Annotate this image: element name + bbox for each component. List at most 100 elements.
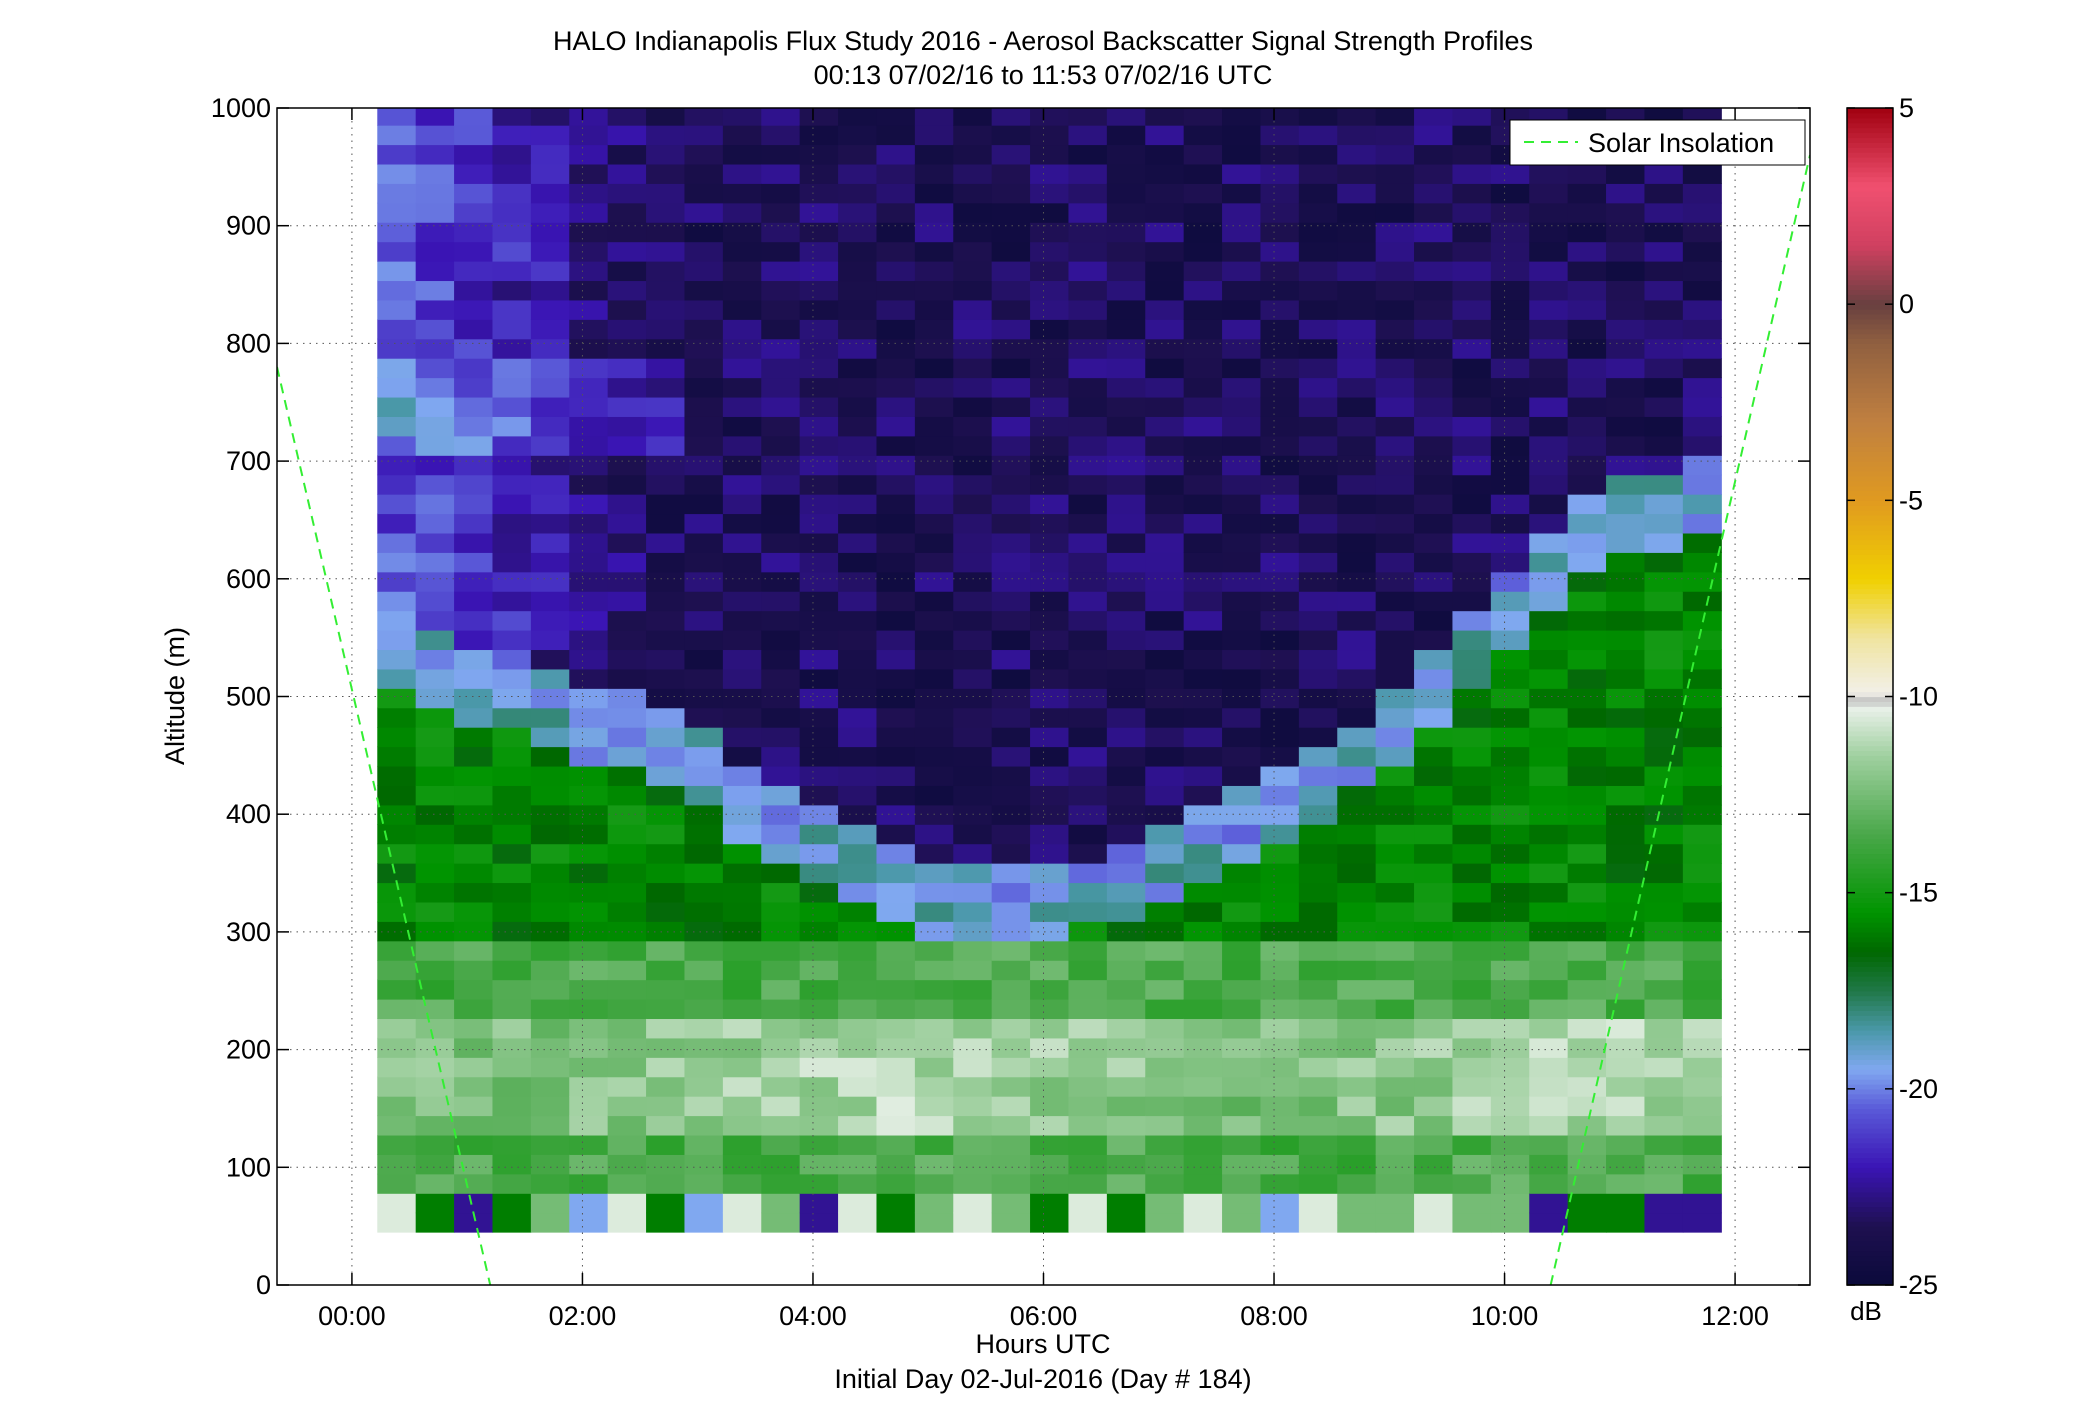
heatmap-cell	[722, 571, 762, 592]
heatmap-cell	[569, 940, 609, 961]
heatmap-cell	[454, 299, 494, 320]
heatmap-cell	[1567, 377, 1607, 398]
heatmap-cell	[1145, 630, 1185, 651]
heatmap-cell	[1606, 163, 1646, 184]
heatmap-cell	[914, 727, 954, 748]
heatmap-cell	[454, 125, 494, 146]
heatmap-cell	[684, 960, 724, 981]
heatmap-cell	[1260, 882, 1300, 903]
heatmap-cell	[569, 1154, 609, 1175]
heatmap-cell	[1106, 494, 1146, 515]
heatmap-cell	[1030, 280, 1070, 301]
heatmap-cell	[722, 1096, 762, 1117]
colorbar-segment	[1847, 824, 1893, 830]
heatmap-cell	[1106, 319, 1146, 340]
heatmap-cell	[1260, 649, 1300, 670]
heatmap-cell	[492, 358, 532, 379]
heatmap-cell	[1030, 163, 1070, 184]
heatmap-cell	[1452, 921, 1492, 942]
heatmap-cell	[1222, 979, 1262, 1000]
heatmap-cell	[1452, 494, 1492, 515]
heatmap-cell	[799, 785, 839, 806]
heatmap-cell	[415, 746, 455, 767]
heatmap-cell	[1567, 494, 1607, 515]
heatmap-cell	[722, 1173, 762, 1194]
heatmap-cell	[1452, 455, 1492, 476]
heatmap-cell	[1375, 416, 1415, 437]
heatmap-cell	[722, 552, 762, 573]
heatmap-cell	[1030, 668, 1070, 689]
colorbar-segment	[1847, 171, 1893, 178]
heatmap-cell	[1298, 222, 1338, 243]
heatmap-cell	[953, 494, 993, 515]
heatmap-cell	[1606, 707, 1646, 728]
colorbar-segment	[1847, 588, 1893, 595]
heatmap-cell	[1260, 1173, 1300, 1194]
heatmap-cell	[454, 571, 494, 592]
heatmap-cell	[1145, 338, 1185, 359]
heatmap-cell	[953, 630, 993, 651]
heatmap-cell	[799, 1154, 839, 1175]
heatmap-cell	[684, 649, 724, 670]
heatmap-cell	[722, 960, 762, 981]
heatmap-cell	[1529, 960, 1569, 981]
heatmap-cell	[1298, 668, 1338, 689]
heatmap-cell	[684, 319, 724, 340]
heatmap-cell	[530, 261, 570, 282]
heatmap-cell	[1682, 532, 1722, 553]
heatmap-cell	[991, 144, 1031, 165]
heatmap-cell	[1452, 108, 1492, 126]
colorbar-segment	[1847, 485, 1893, 492]
heatmap-cell	[1375, 396, 1415, 417]
heatmap-cell	[1030, 108, 1070, 126]
colorbar-segment	[1847, 1250, 1893, 1257]
heatmap-cell	[722, 765, 762, 786]
heatmap-cell	[1106, 222, 1146, 243]
heatmap-cell	[1567, 299, 1607, 320]
heatmap-cell	[1222, 901, 1262, 922]
heatmap-cell	[1490, 843, 1530, 864]
colorbar-segment	[1847, 858, 1893, 864]
heatmap-cell	[1260, 1115, 1300, 1136]
heatmap-cell	[799, 125, 839, 146]
heatmap-cell	[838, 785, 878, 806]
heatmap-cell	[646, 280, 686, 301]
heatmap-cell	[684, 532, 724, 553]
heatmap-cell	[1414, 843, 1454, 864]
heatmap-cell	[454, 863, 494, 884]
heatmap-cell	[799, 571, 839, 592]
heatmap-cell	[761, 299, 801, 320]
heatmap-cell	[492, 108, 532, 126]
heatmap-cell	[454, 261, 494, 282]
heatmap-cell	[1375, 630, 1415, 651]
heatmap-cell	[1606, 299, 1646, 320]
heatmap-cell	[1529, 1057, 1569, 1078]
heatmap-cell	[1644, 241, 1684, 262]
heatmap-cell	[607, 241, 647, 262]
heatmap-cell	[722, 396, 762, 417]
heatmap-cell	[684, 630, 724, 651]
heatmap-cell	[1606, 202, 1646, 223]
colorbar-segment	[1847, 299, 1893, 305]
heatmap-cell	[646, 746, 686, 767]
heatmap-cell	[492, 882, 532, 903]
heatmap-cell	[1337, 610, 1377, 631]
heatmap-cell	[569, 1193, 609, 1214]
heatmap-cell	[1567, 358, 1607, 379]
heatmap-cell	[1068, 202, 1108, 223]
heatmap-cell	[1298, 921, 1338, 942]
heatmap-cell	[1452, 707, 1492, 728]
heatmap-cell	[991, 843, 1031, 864]
heatmap-cell	[761, 1018, 801, 1039]
heatmap-cell	[1606, 1173, 1646, 1194]
heatmap-cell	[377, 552, 417, 573]
heatmap-cell	[607, 108, 647, 126]
heatmap-cell	[1682, 649, 1722, 670]
heatmap-cell	[1222, 1154, 1262, 1175]
colorbar-segment	[1847, 1201, 1893, 1208]
heatmap-cell	[1414, 1154, 1454, 1175]
heatmap-cell	[722, 338, 762, 359]
heatmap-cell	[1183, 630, 1223, 651]
heatmap-cell	[415, 921, 455, 942]
